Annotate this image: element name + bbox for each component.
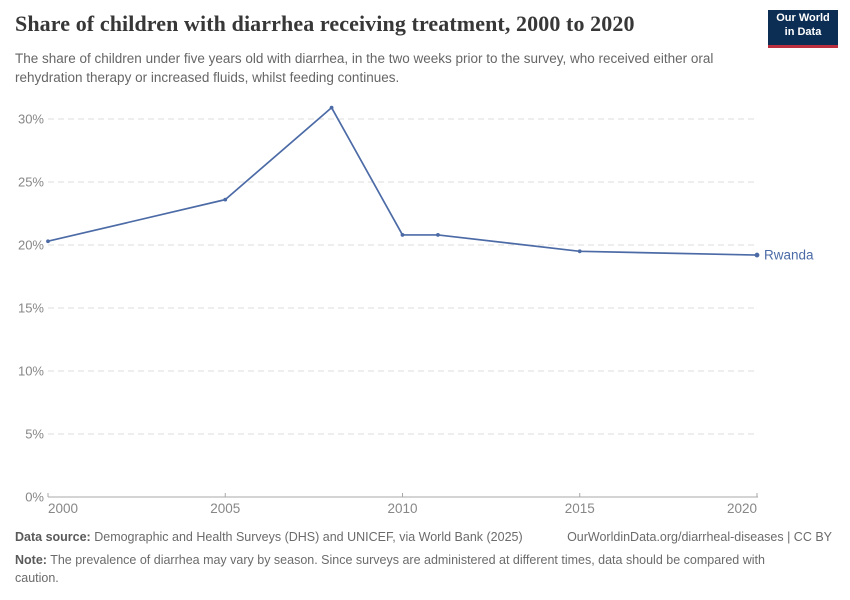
data-point[interactable] (754, 252, 760, 258)
data-source-label: Data source: (15, 530, 91, 544)
data-source: Data source: Demographic and Health Surv… (15, 530, 523, 544)
page-title: Share of children with diarrhea receivin… (15, 11, 635, 36)
x-tick-label: 2005 (210, 501, 240, 516)
x-tick-label: 2020 (727, 501, 757, 516)
y-tick-label: 30% (18, 112, 44, 127)
series-rwanda[interactable] (46, 105, 760, 258)
line-chart: 0% 5% 10% 15% 20% 25% 30% 2000 2005 2010 2015 2020 R… (18, 105, 814, 516)
data-point[interactable] (46, 239, 50, 244)
owid-logo-line2: in Data (784, 26, 822, 38)
data-point[interactable] (436, 233, 440, 237)
owid-logo-line1: Our World (776, 12, 830, 25)
data-point[interactable] (223, 197, 228, 202)
y-tick-label: 5% (25, 427, 44, 442)
y-gridlines (48, 118, 757, 435)
y-axis-labels: 0% 5% 10% 15% 20% 25% 30% (18, 112, 44, 505)
series-label-rwanda[interactable]: Rwanda (764, 248, 814, 263)
note-text: The prevalence of diarrhea may vary by s… (15, 553, 765, 586)
data-point[interactable] (329, 105, 334, 110)
data-point[interactable] (577, 249, 582, 254)
data-line[interactable] (47, 106, 758, 256)
y-tick-label: 10% (18, 364, 44, 379)
note-label: Note: (15, 553, 47, 567)
data-source-text: Demographic and Health Surveys (DHS) and… (94, 530, 523, 544)
chart-footer: Data source: Demographic and Health Surv… (15, 530, 832, 587)
x-axis (47, 493, 758, 498)
chart-subtitle: The share of children under five years o… (15, 51, 714, 85)
y-tick-label: 0% (25, 490, 44, 505)
y-tick-label: 15% (18, 301, 44, 316)
x-tick-label: 2010 (387, 501, 417, 516)
y-tick-label: 20% (18, 238, 44, 253)
x-tick-label: 2000 (48, 501, 78, 516)
x-axis-labels: 2000 2005 2010 2015 2020 (48, 501, 757, 516)
x-tick-label: 2015 (565, 501, 595, 516)
y-tick-label: 25% (18, 175, 44, 190)
attribution-link[interactable]: OurWorldinData.org/diarrheal-diseases | … (567, 530, 832, 544)
owid-logo[interactable]: Our World in Data (768, 10, 838, 48)
note: Note: The prevalence of diarrhea may var… (15, 551, 797, 587)
data-point[interactable] (400, 233, 405, 237)
